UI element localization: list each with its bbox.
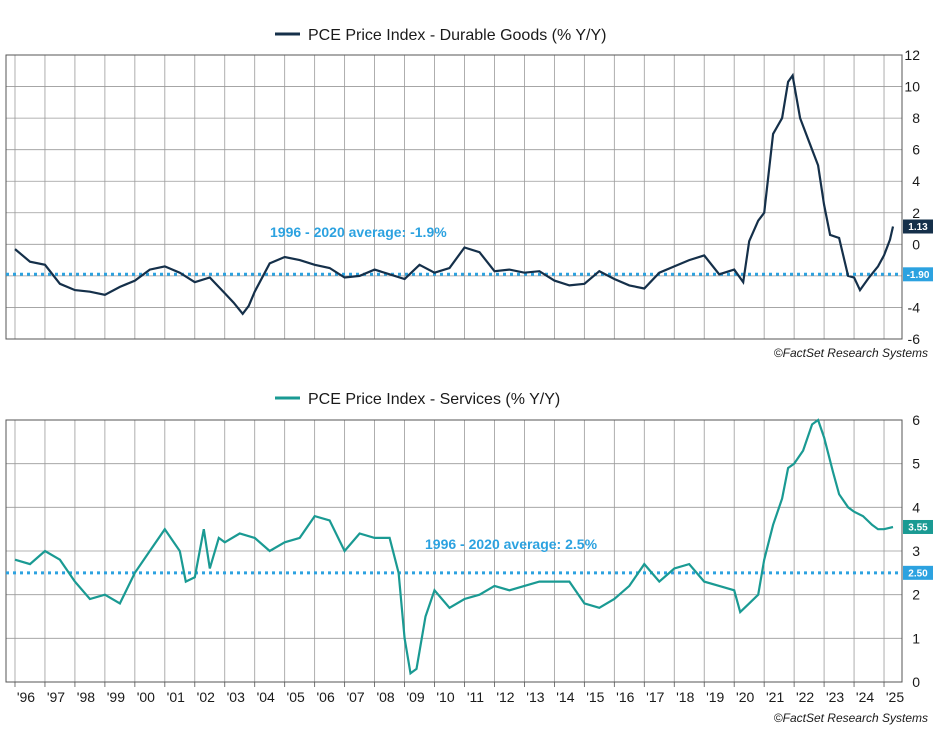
services-x-tick-label: '19: [706, 689, 724, 705]
durable-y-tick-label: 10: [904, 79, 920, 95]
services-series-line: [14, 418, 894, 676]
services-x-tick-label: '22: [796, 689, 814, 705]
services-x-tick-label: '21: [766, 689, 784, 705]
durable-y-axis: -6-4-2024681012: [904, 47, 920, 347]
durable-average-badge: -1.90: [903, 267, 933, 282]
services-x-tick-label: '96: [17, 689, 35, 705]
services-x-tick-label: '20: [736, 689, 754, 705]
services-average-value: 2.50: [908, 568, 928, 579]
services-last-value-badge: 3.55: [903, 519, 933, 534]
durable-y-tick-label: 6: [912, 142, 920, 158]
services-x-tick-label: '04: [257, 689, 275, 705]
services-x-tick-label: '13: [526, 689, 544, 705]
durable-y-tick-label: 12: [904, 47, 920, 63]
services-y-tick-label: 1: [912, 630, 920, 646]
services-last-value: 3.55: [908, 522, 928, 533]
services-x-tick-label: '00: [137, 689, 155, 705]
durable-y-tick-label: -6: [908, 331, 921, 347]
services-x-tick-label: '98: [77, 689, 95, 705]
services-x-tick-label: '97: [47, 689, 65, 705]
services-legend-label: PCE Price Index - Services (% Y/Y): [308, 391, 560, 408]
durable-y-tick-label: 8: [912, 110, 920, 126]
services-x-tick-label: '15: [586, 689, 604, 705]
services-source-credit: ©FactSet Research Systems: [774, 711, 928, 725]
services-x-tick-label: '99: [107, 689, 125, 705]
services-x-tick-label: '03: [227, 689, 245, 705]
durable-y-tick-label: -4: [908, 299, 921, 315]
services-x-tick-label: '11: [467, 689, 484, 705]
services-panel: PCE Price Index - Services (% Y/Y) 0 1 2 3 4…: [5, 391, 933, 725]
services-y-tick-label: 4: [912, 499, 920, 515]
services-x-tick-label: '18: [676, 689, 694, 705]
services-y-tick-label: 2: [912, 587, 920, 603]
services-x-tick-label: '10: [436, 689, 454, 705]
durable-last-value-badge: 1.13: [903, 219, 933, 234]
durable-y-tick-label: 0: [912, 236, 920, 252]
services-x-tick-label: '05: [287, 689, 305, 705]
services-x-tick-label: '25: [886, 689, 904, 705]
services-x-tick-label: '01: [167, 689, 185, 705]
services-average-label: 1996 - 2020 average: 2.5%: [425, 536, 598, 552]
services-x-tick-label: '07: [346, 689, 364, 705]
services-x-tick-label: '08: [376, 689, 394, 705]
durable-grid: [6, 54, 902, 340]
durable-legend-label: PCE Price Index - Durable Goods (% Y/Y): [308, 27, 607, 44]
durable-last-value: 1.13: [908, 222, 928, 233]
services-y-axis: 0 1 2 3 4 5 6: [912, 412, 920, 690]
durable-plot-frame: [5, 54, 903, 340]
services-x-tick-label: '09: [406, 689, 424, 705]
services-average-badge: 2.50: [903, 565, 933, 580]
services-x-tick-label: '24: [856, 689, 874, 705]
services-x-axis: '96 '97 '98 '99 '00 '01 '02 '03 '04 '05 '06 '07 '08 '…: [14, 682, 904, 705]
durable-series-line: [14, 72, 895, 316]
durable-y-tick-label: 2: [912, 205, 920, 221]
durable-average-label: 1996 - 2020 average: -1.9%: [270, 224, 447, 240]
services-y-tick-label: 6: [912, 412, 920, 428]
durable-goods-panel: PCE Price Index - Durable Goods (% Y/Y) …: [5, 27, 933, 360]
services-x-tick-label: '02: [197, 689, 215, 705]
services-y-tick-label: 5: [912, 456, 920, 472]
services-x-tick-label: '23: [826, 689, 844, 705]
services-x-tick-label: '14: [556, 689, 574, 705]
durable-y-tick-label: 4: [912, 173, 920, 189]
services-y-tick-label: 3: [912, 543, 920, 559]
services-y-tick-label: 0: [912, 674, 920, 690]
durable-source-credit: ©FactSet Research Systems: [774, 346, 928, 360]
services-x-tick-label: '12: [496, 689, 514, 705]
durable-average-value: -1.90: [907, 270, 930, 281]
services-x-tick-label: '06: [317, 689, 335, 705]
services-x-tick-label: '17: [646, 689, 664, 705]
services-plot-frame: [5, 419, 903, 683]
services-x-tick-label: '16: [616, 689, 634, 705]
